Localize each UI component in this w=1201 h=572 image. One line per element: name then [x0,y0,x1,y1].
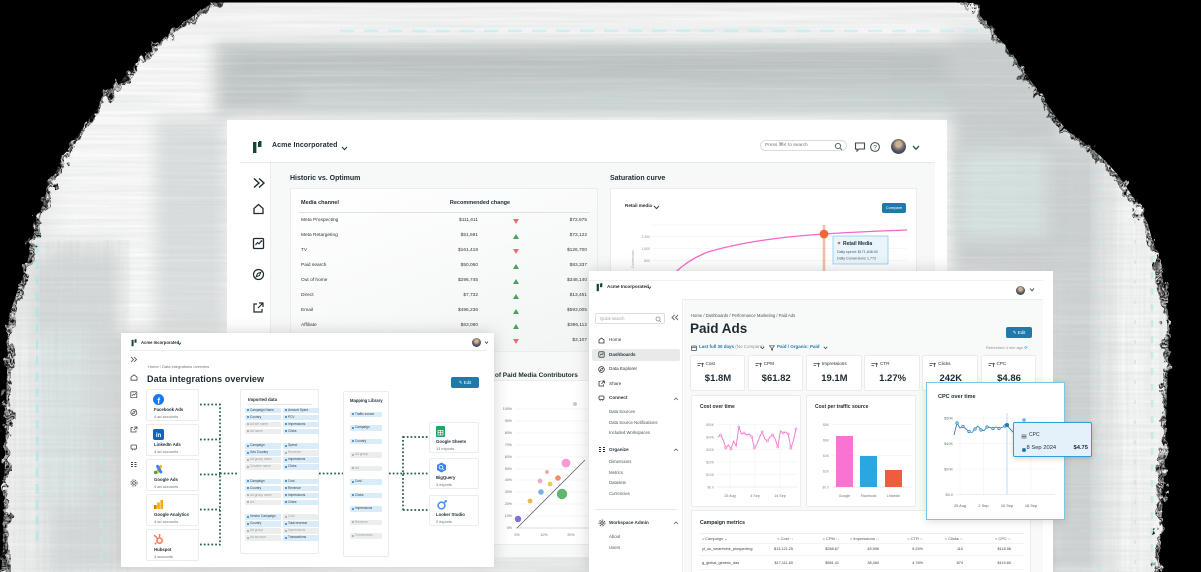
svg-text:$6K: $6K [823,439,830,443]
svg-text:?: ? [873,144,877,151]
svg-text:50%: 50% [505,467,513,471]
svg-text:f: f [157,395,160,405]
svg-text:$20K: $20K [944,468,953,472]
svg-text:$2K: $2K [823,470,830,474]
svg-text:Facebook: Facebook [861,494,877,498]
svg-text:$0.0: $0.0 [946,493,953,497]
svg-text:25 Aug: 25 Aug [954,503,966,508]
svg-text:$20K: $20K [706,461,715,465]
svg-text:1,600: 1,600 [641,247,650,251]
svg-text:20%: 20% [567,533,575,537]
svg-text:2,400: 2,400 [641,235,650,239]
svg-text:70%: 70% [505,443,513,447]
svg-text:$0.0: $0.0 [707,486,714,490]
svg-text:10 Sep: 10 Sep [1001,503,1013,508]
svg-text:$4K: $4K [823,454,830,458]
svg-text:30%: 30% [505,490,513,494]
svg-text:10%: 10% [540,533,548,537]
svg-text:10%: 10% [505,514,513,518]
svg-text:$50K: $50K [706,423,715,427]
svg-text:$50K: $50K [944,417,953,421]
svg-text:$0.0: $0.0 [822,486,829,490]
svg-text:Conversions: Conversions [631,250,635,268]
svg-text:Daily Conversions 1,773: Daily Conversions 1,773 [837,257,876,261]
svg-text:60%: 60% [505,455,513,459]
svg-text:20%: 20% [505,502,513,506]
svg-text:0%: 0% [507,526,513,530]
svg-text:0%: 0% [514,533,520,537]
svg-text:Linkedin: Linkedin [887,494,900,498]
svg-text:40%: 40% [505,478,513,482]
svg-text:Google: Google [839,494,851,498]
svg-text:Retail Media: Retail Media [843,241,872,247]
svg-text:$30K: $30K [706,448,715,452]
svg-text:in: in [156,433,162,439]
svg-text:80%: 80% [505,431,513,435]
svg-text:14 Sep: 14 Sep [774,494,785,498]
svg-text:$8K: $8K [823,423,830,427]
svg-text:Daily spend: $171,848.00: Daily spend: $171,848.00 [837,250,878,254]
svg-text:800: 800 [644,259,650,263]
svg-text:4 Sep: 4 Sep [750,494,759,498]
svg-text:$40K: $40K [706,436,715,440]
svg-text:$10K: $10K [706,473,715,477]
svg-text:18 Sep: 18 Sep [1025,503,1037,508]
svg-text:2 Sep: 2 Sep [978,503,988,508]
svg-text:$40K: $40K [944,442,953,446]
svg-text:90%: 90% [505,419,513,423]
svg-text:25 Aug: 25 Aug [724,494,735,498]
svg-text:100%: 100% [503,407,513,411]
